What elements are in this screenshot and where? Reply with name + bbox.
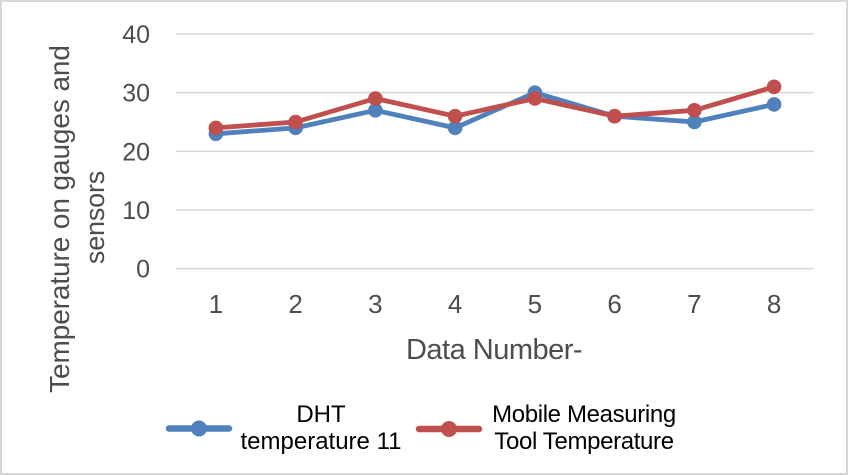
svg-text:sensors: sensors [80, 171, 110, 264]
svg-text:DHT: DHT [296, 401, 346, 428]
svg-text:Tool Temperature: Tool Temperature [494, 428, 673, 455]
svg-text:Mobile Measuring: Mobile Measuring [492, 401, 676, 428]
svg-text:5: 5 [528, 289, 542, 319]
svg-text:2: 2 [288, 289, 302, 319]
svg-text:7: 7 [687, 289, 701, 319]
svg-text:Data Number-: Data Number- [406, 334, 582, 366]
svg-text:10: 10 [122, 197, 150, 225]
svg-text:1: 1 [209, 289, 223, 319]
svg-text:6: 6 [607, 289, 621, 319]
svg-text:20: 20 [122, 138, 150, 166]
svg-text:30: 30 [122, 80, 150, 108]
svg-text:8: 8 [767, 289, 781, 319]
svg-text:Temperature on gauges and: Temperature on gauges and [44, 45, 75, 393]
svg-text:40: 40 [122, 21, 150, 49]
svg-text:0: 0 [136, 256, 150, 284]
svg-text:4: 4 [448, 289, 462, 319]
svg-text:3: 3 [368, 289, 382, 319]
svg-text:temperature 11: temperature 11 [241, 428, 402, 455]
